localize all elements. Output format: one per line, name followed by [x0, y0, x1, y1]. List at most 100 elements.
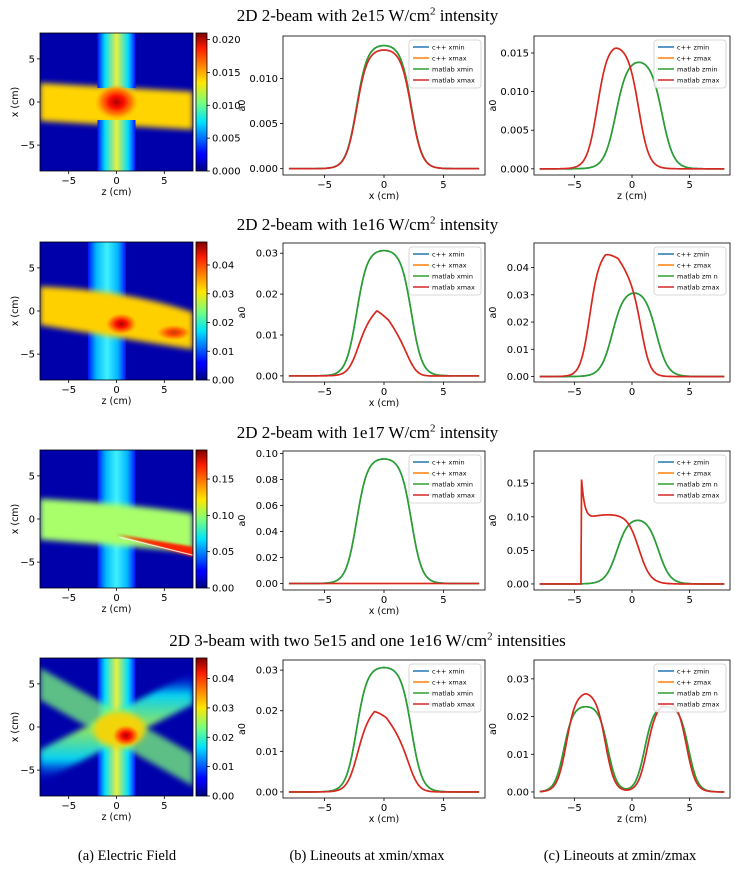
y-tick-label: 0.06 [256, 501, 278, 512]
legend-label: c++ xmax [432, 679, 467, 687]
y-tick-label: −5 [20, 558, 35, 569]
colorbar-tick-label: 0.020 [212, 35, 241, 46]
curves [539, 253, 725, 378]
legend-label: matlab zmin [677, 66, 718, 74]
x-axis-label: z (cm) [102, 187, 132, 198]
colorbar-gradient [195, 657, 208, 797]
series-line-matlab-xmax [288, 49, 480, 170]
y-axis-label: a0 [488, 515, 499, 527]
y-tick-label: 0.10 [507, 512, 529, 523]
x-tick-label: 5 [440, 595, 446, 606]
y-tick-label: 0.04 [256, 527, 278, 538]
y-tick-label: 0.03 [507, 674, 529, 685]
zlineout-3: −5 0 5 0.00 0.05 0.10 0.15 a0 c++ zmin c++ zmax ma… [488, 450, 731, 606]
heatmap-image [40, 33, 193, 171]
y-axis-label: a0 [488, 307, 499, 319]
legend-label: c++ zmax [677, 679, 711, 687]
x-tick-label: −5 [567, 595, 582, 606]
heatmap-2: −5 0 5 5 0 −5 z (cm) x (cm) 0.04 0.03 0.02 0.01 0.00 [10, 241, 234, 407]
y-tick-label: 0.01 [507, 345, 529, 356]
legend-label: c++ xmax [432, 55, 467, 63]
y-axis-label: a0 [237, 100, 248, 112]
legend-label: matlab zm n [677, 690, 718, 698]
hotspot [94, 84, 139, 120]
curves [539, 692, 725, 793]
y-axis-label: x (cm) [10, 87, 21, 118]
legend-label: matlab xmax [432, 77, 475, 85]
x-tick-label: 5 [686, 387, 692, 398]
series-line-matlab-zmax [539, 47, 725, 170]
heatmap-3: −5 0 5 5 0 −5 z (cm) x (cm) 0.15 0.10 0.05 0.00 [10, 449, 234, 615]
legend-label: matlab xmin [432, 66, 473, 74]
curves [288, 666, 480, 793]
legend-label: c++ xmin [432, 44, 465, 52]
y-axis-label: a0 [488, 723, 499, 735]
y-tick-label: 0.00 [256, 371, 278, 382]
legend-label: c++ xmin [432, 459, 465, 467]
legend-label: matlab xmin [432, 481, 473, 489]
colorbar-gradient [195, 32, 208, 172]
y-tick-label: −5 [20, 766, 35, 777]
caption-lineouts-x: (b) Lineouts at xmin/xmax [289, 848, 445, 864]
x-tick-label: −5 [567, 180, 582, 191]
x-axis-label: z (cm) [617, 814, 647, 825]
y-tick-label: 0.01 [256, 747, 278, 758]
heatmap-image [40, 658, 193, 796]
colorbar-tick-label: 0.03 [212, 703, 234, 714]
zlineout-4: −5 0 50.000.010.020.03z (cm)a0c++ zminc++ … [488, 659, 731, 825]
y-tick-label: 0 [29, 98, 35, 109]
x-tick-label: 0 [629, 803, 635, 814]
legend-box [653, 454, 727, 504]
x-tick-label: 5 [440, 387, 446, 398]
x-tick-label: 0 [381, 387, 387, 398]
x-tick-label: 5 [440, 180, 446, 191]
x-axis-label: x (cm) [369, 606, 400, 617]
series-line-matlab-zmax [539, 692, 725, 793]
y-tick-label: 0.010 [249, 74, 278, 85]
legend-label: matlab xmax [432, 701, 475, 709]
y-tick-label: 0 [29, 307, 35, 318]
y-axis-label: x (cm) [10, 504, 21, 535]
y-tick-label: 0.10 [256, 449, 278, 460]
legend-label: c++ zmin [677, 251, 709, 259]
colorbar: 0.04 0.03 0.02 0.01 0.00 [195, 657, 234, 803]
y-tick-label: 0.015 [500, 48, 529, 59]
y-tick-label: 0.00 [507, 787, 529, 798]
colorbar-gradient [195, 449, 208, 589]
x-tick-label: −5 [317, 180, 332, 191]
colorbar-tick-label: 0.04 [212, 674, 234, 685]
x-tick-label: 0 [629, 180, 635, 191]
legend-label: matlab zm n [677, 273, 718, 281]
legend-box [408, 246, 482, 296]
legend-label: matlab zmax [677, 284, 720, 292]
curves [539, 47, 725, 170]
colorbar: 0.15 0.10 0.05 0.00 [195, 449, 234, 595]
series-line-matlab-xmax [288, 710, 480, 793]
legend-box [408, 39, 482, 89]
y-tick-label: 0.005 [500, 126, 529, 137]
legend-label: matlab xmin [432, 690, 473, 698]
x-tick-label: 0 [113, 801, 119, 812]
y-tick-label: 0.02 [256, 553, 278, 564]
legend: c++ zmin c++ zmax matlab zmin matlab zmax [653, 39, 727, 89]
legend-box [653, 39, 727, 89]
legend-label: c++ zmax [677, 470, 711, 478]
colorbar: 0.020 0.015 0.010 0.005 0.000 [195, 32, 241, 178]
legend: c++ zmin c++ zmax matlab zm n matlab zmax [653, 454, 727, 504]
heatmap-1: −5 0 5 5 0 −5 z (cm) x (cm) 0.020 0.015 0.010 0.005… [10, 32, 241, 198]
legend-box [653, 246, 727, 296]
y-axis-label: a0 [237, 723, 248, 735]
y-tick-label: 0.02 [256, 706, 278, 717]
zlineout-1: −5 0 5 0.000 0.005 0.010 0.015 z (cm) a0 c++ zmin… [488, 35, 731, 202]
y-axis-label: x (cm) [10, 712, 21, 743]
colorbar-tick-label: 0.01 [212, 762, 234, 773]
heatmap-image [40, 450, 193, 588]
x-tick-label: 5 [161, 385, 167, 396]
y-tick-label: 5 [29, 54, 35, 65]
y-tick-label: 0.00 [507, 372, 529, 383]
x-tick-label: 0 [113, 176, 119, 187]
x-tick-label: 5 [161, 176, 167, 187]
colorbar-gradient [195, 241, 208, 381]
horizontal-beam [40, 498, 193, 553]
